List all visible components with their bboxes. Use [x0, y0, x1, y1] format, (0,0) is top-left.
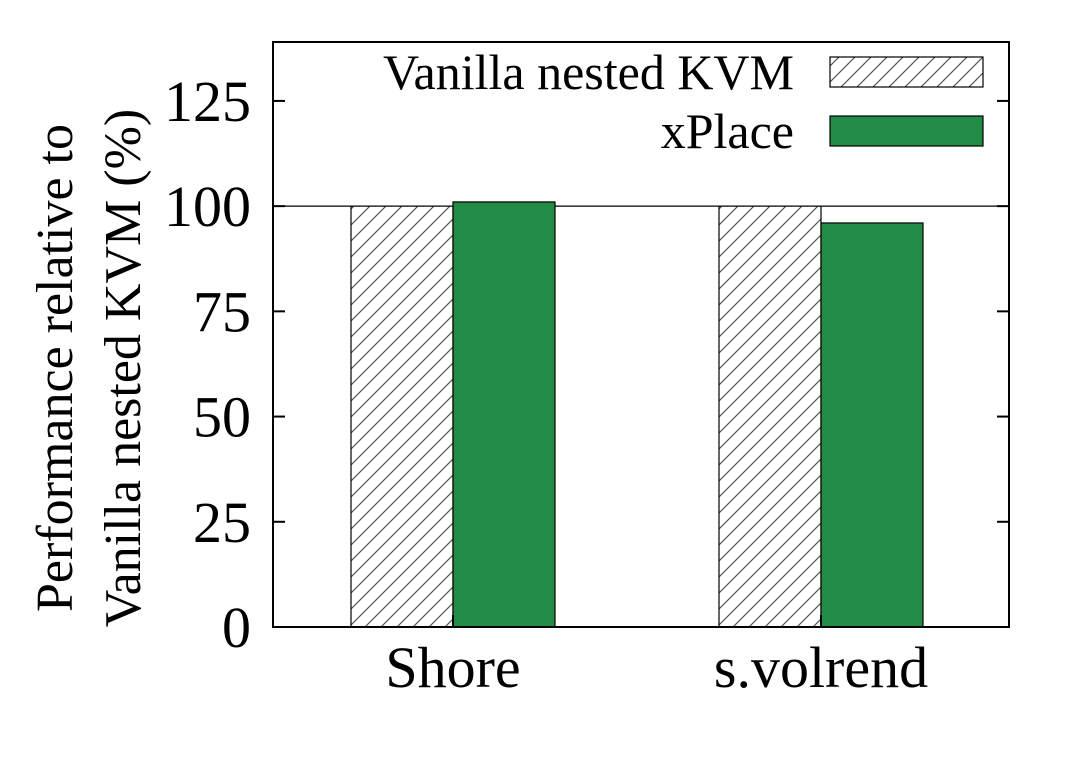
y-tick-label: 75 [193, 279, 251, 344]
y-tick-label: 50 [193, 385, 251, 450]
plot-frame [272, 41, 1010, 628]
legend-swatch-xplace [829, 115, 984, 147]
bar-vanilla-0 [350, 205, 454, 628]
y-axis-title-line-1: Performance relative to [27, 124, 84, 612]
y-tick-label: 100 [164, 174, 251, 239]
legend-label-vanilla: Vanilla nested KVM [383, 44, 794, 100]
bar-xplace-0 [452, 201, 556, 628]
legend-label-xplace: xPlace [661, 103, 794, 159]
y-tick-label: 25 [193, 490, 251, 555]
bars-layer [350, 201, 924, 628]
x-category-layer: Shore s.volrend [385, 615, 928, 700]
y-ticks-layer: 0 25 50 75 100 125 [164, 69, 1009, 660]
x-category-label: s.volrend [714, 635, 928, 700]
bar-xplace-1 [820, 222, 924, 628]
bar-vanilla-1 [718, 205, 822, 628]
y-axis-title-line-2: Vanilla nested KVM (%) [95, 109, 152, 627]
y-tick-label: 125 [164, 69, 251, 134]
y-tick-label: 0 [222, 595, 251, 660]
x-category-label: Shore [385, 635, 520, 700]
y-axis-title: Performance relative to Vanilla nested K… [27, 109, 152, 627]
legend-swatch-vanilla [829, 56, 984, 88]
